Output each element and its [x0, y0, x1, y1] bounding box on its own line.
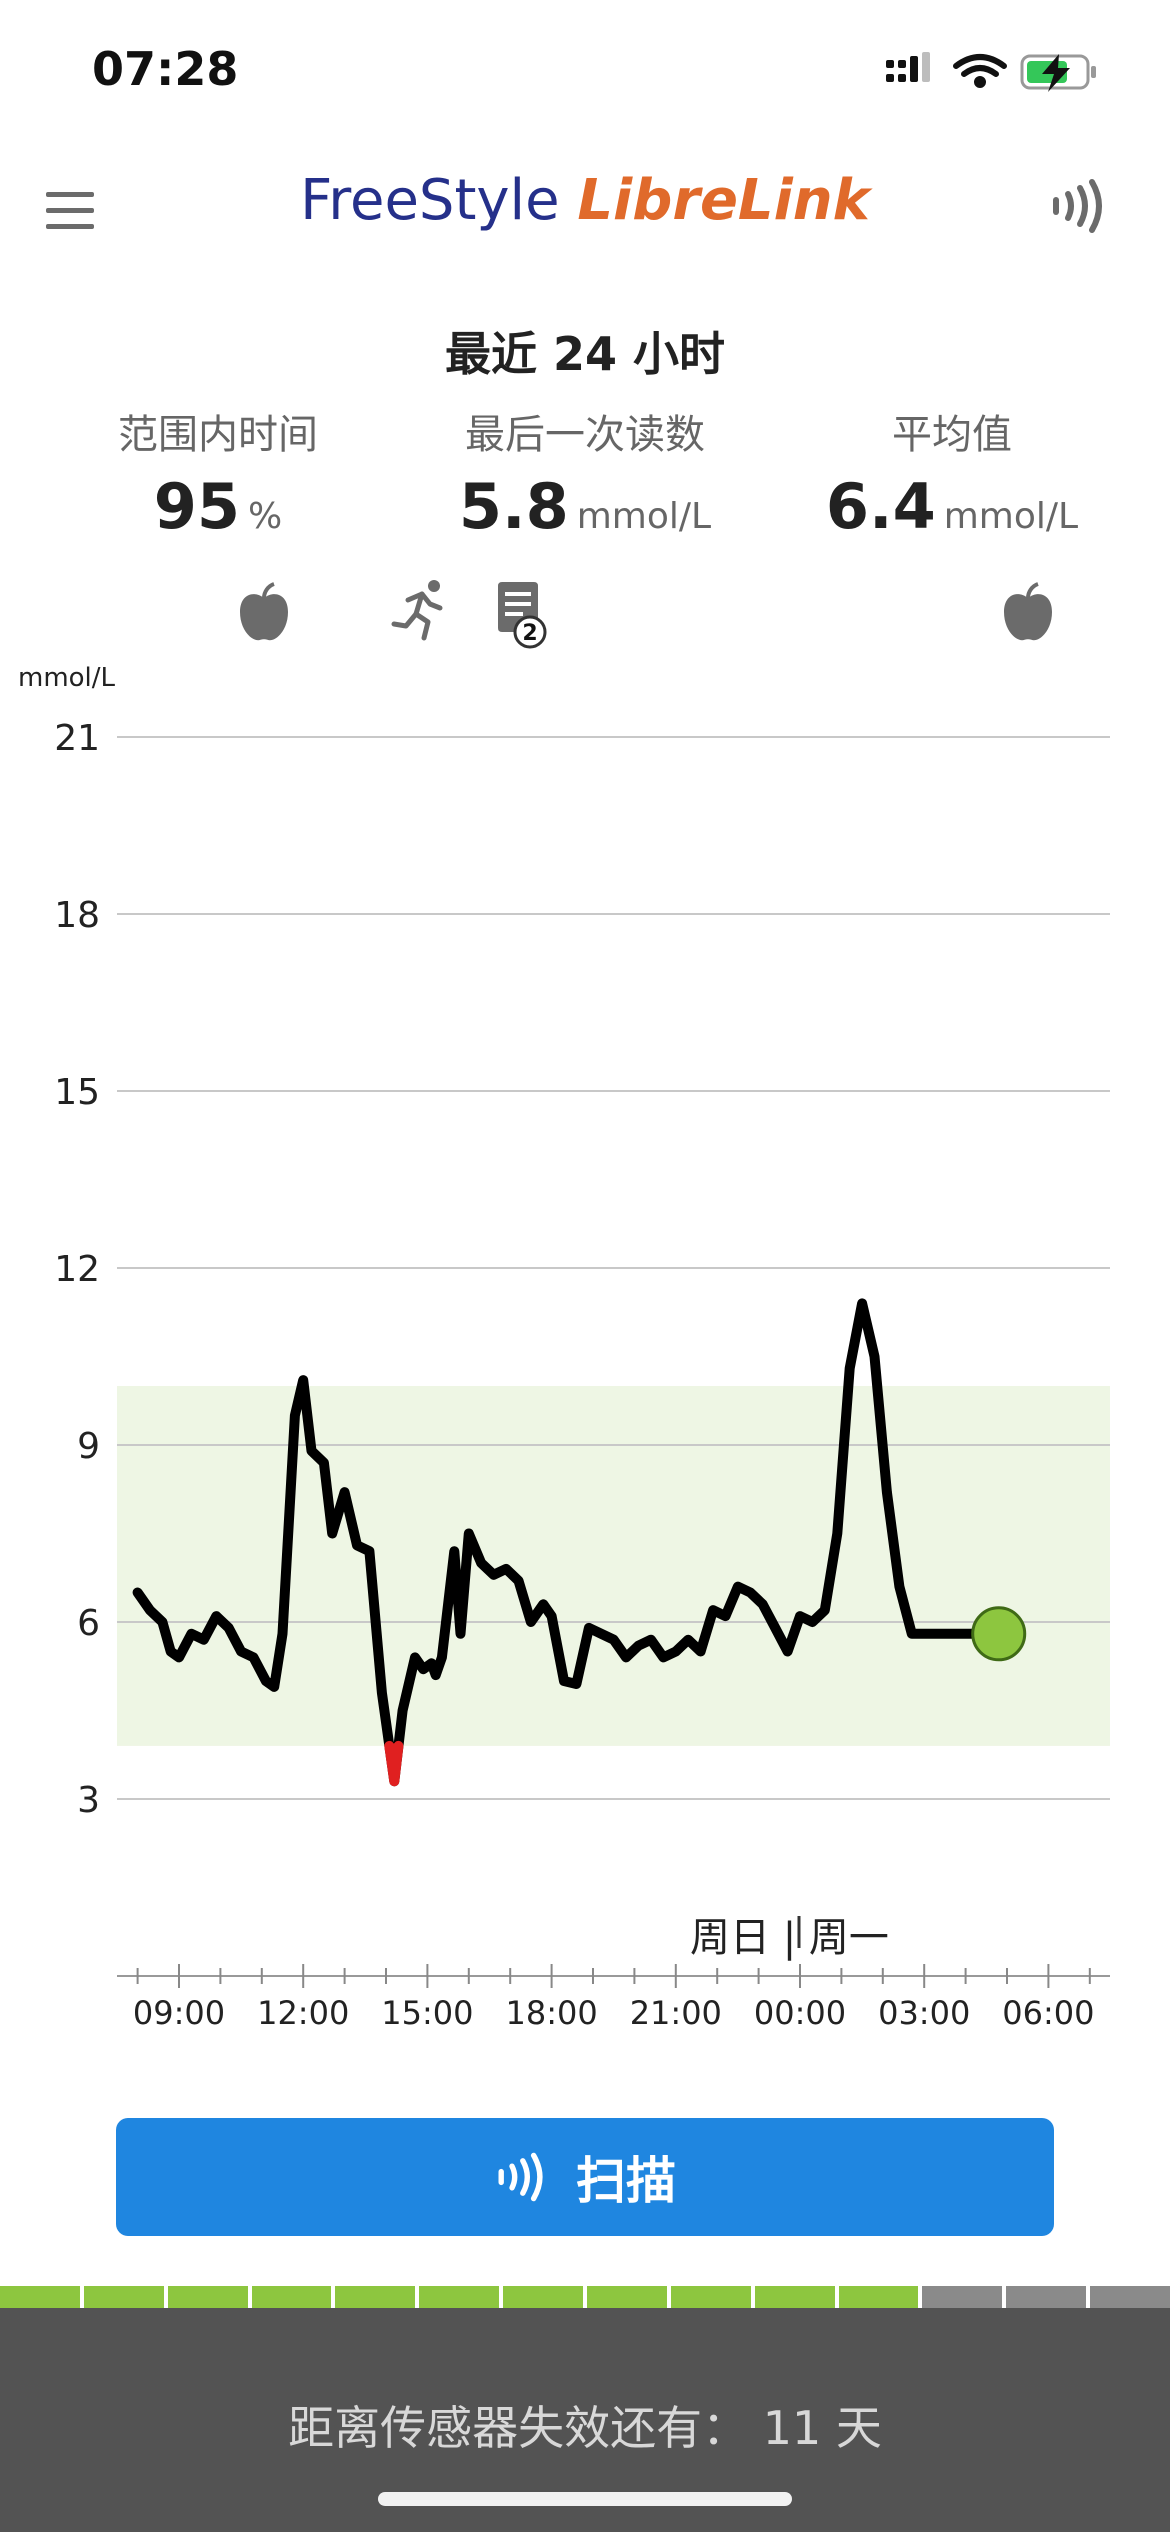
status-time: 07:28	[92, 42, 239, 96]
sensor-life-segment	[587, 2286, 667, 2308]
food-apple-icon[interactable]	[1000, 582, 1056, 644]
sensor-life-segment	[335, 2286, 416, 2308]
glucose-chart: mmol/L 21 18 15 12 9 6 3 09:00 12:00 15:00 18:00 21:…	[18, 663, 1110, 2032]
home-indicator[interactable]	[378, 2492, 792, 2506]
target-range-band	[117, 1386, 1110, 1746]
sensor-life-segment	[1006, 2286, 1087, 2308]
sensor-life-segment	[838, 2286, 919, 2308]
average-label: 平均值	[892, 412, 1012, 458]
x-tick-label: 18:00	[505, 1994, 597, 2032]
scan-button-label: 扫描	[576, 2152, 676, 2210]
notes-badge: 2	[522, 621, 537, 646]
sensor-life-segment	[251, 2286, 332, 2308]
day-divider-label: 周日 | 周一	[690, 1905, 889, 1963]
average-number: 6.4	[825, 470, 936, 543]
exercise-runner-icon[interactable]	[390, 578, 454, 642]
sensor-expiry-text: 距离传感器失效还有： 11 天	[288, 2401, 882, 2455]
x-tick-label: 09:00	[133, 1994, 225, 2032]
scan-button[interactable]: 扫描	[116, 2118, 1054, 2236]
nfc-scan-icon	[498, 2152, 543, 2202]
current-reading-marker	[971, 1606, 1027, 1662]
y-tick-label: 6	[77, 1603, 100, 1644]
time-in-range-label: 范围内时间	[118, 412, 318, 458]
food-apple-icon[interactable]	[236, 582, 292, 644]
time-in-range-number: 95	[153, 470, 241, 543]
y-tick-label: 3	[77, 1780, 100, 1821]
sensor-life-segment	[922, 2286, 1003, 2308]
time-in-range-unit: %	[248, 496, 283, 537]
sensor-life-segment	[670, 2286, 751, 2308]
last-reading-value: 5.8 mmol/L	[395, 470, 775, 543]
low-glucose-segment	[384, 1740, 404, 1787]
sensor-life-segment	[1090, 2286, 1170, 2308]
sensor-life-segment	[419, 2286, 500, 2308]
menu-icon[interactable]	[46, 192, 94, 232]
average-unit: mmol/L	[943, 496, 1079, 537]
brand-logo: FreeStyle LibreLink	[0, 168, 1170, 233]
y-tick-label: 21	[54, 718, 100, 759]
sensor-life-segment	[0, 2286, 80, 2308]
battery-charging-icon	[1020, 54, 1096, 92]
y-tick-label: 9	[77, 1426, 100, 1467]
day-separator: |	[782, 1915, 809, 1961]
sensor-life-segment	[503, 2286, 584, 2308]
sensor-life-segment	[754, 2286, 835, 2308]
last-reading-unit: mmol/L	[576, 496, 712, 537]
x-tick-label: 06:00	[1002, 1994, 1094, 2032]
x-tick-label: 15:00	[381, 1994, 473, 2032]
last-reading-label: 最后一次读数	[465, 412, 705, 458]
x-tick-label: 03:00	[878, 1994, 970, 2032]
y-tick-label: 12	[54, 1249, 100, 1290]
brand-freestyle: FreeStyle	[300, 168, 578, 233]
x-tick-label: 12:00	[257, 1994, 349, 2032]
day-sunday: 周日	[690, 1915, 770, 1961]
x-tick-label: 00:00	[754, 1994, 846, 2032]
period-title: 最近 24 小时	[444, 327, 726, 381]
notes-icon[interactable]: 2	[494, 580, 550, 650]
cellular-signal-icon	[886, 52, 930, 82]
y-tick-label: 15	[54, 1072, 100, 1113]
sensor-life-progress	[0, 2286, 1170, 2308]
nfc-scan-icon[interactable]	[1048, 178, 1108, 234]
last-reading-number: 5.8	[458, 470, 569, 543]
y-axis-label: mmol/L	[18, 663, 116, 693]
average-value: 6.4 mmol/L	[762, 470, 1142, 543]
sensor-life-segment	[83, 2286, 164, 2308]
status-icons	[886, 52, 1096, 92]
x-tick-label: 21:00	[630, 1994, 722, 2032]
day-monday: 周一	[808, 1915, 889, 1961]
brand-librelink: LibreLink	[577, 168, 870, 233]
sensor-life-segment	[167, 2286, 248, 2308]
glucose-line	[132, 1298, 1004, 1787]
y-tick-label: 18	[54, 895, 100, 936]
wifi-icon	[953, 54, 1007, 88]
time-in-range-value: 95%	[28, 470, 408, 543]
